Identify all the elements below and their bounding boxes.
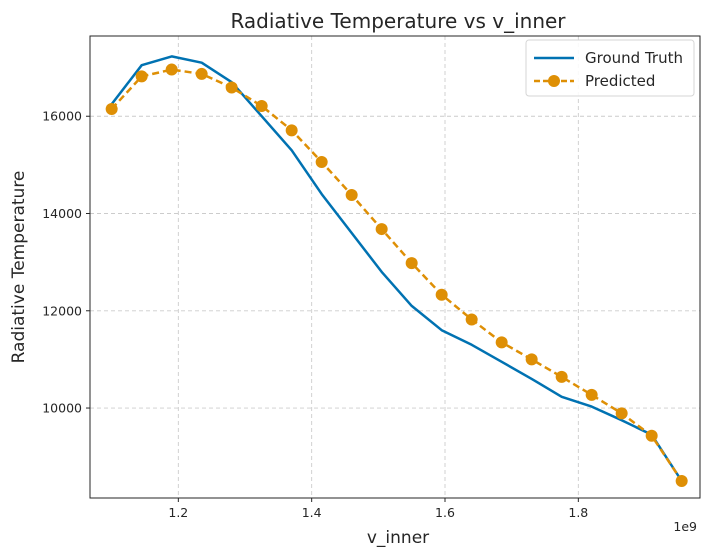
- data-point-predicted: [255, 100, 268, 113]
- grid-lines: [90, 36, 700, 498]
- y-tick-label: 14000: [42, 206, 82, 221]
- x-tick-label: 1.2: [168, 505, 188, 520]
- x-tick-label: 1.8: [568, 505, 588, 520]
- chart-title: Radiative Temperature vs v_inner: [230, 9, 566, 33]
- y-tick-label: 16000: [42, 109, 82, 124]
- data-point-predicted: [315, 155, 328, 168]
- y-tick-label: 10000: [42, 401, 82, 416]
- data-point-predicted: [405, 257, 418, 270]
- data-point-predicted: [585, 388, 598, 401]
- data-point-predicted: [555, 370, 568, 383]
- y-tick-label: 12000: [42, 303, 82, 318]
- data-point-predicted: [135, 70, 148, 83]
- data-point-predicted: [615, 407, 628, 420]
- data-point-predicted: [195, 67, 208, 80]
- data-point-predicted: [675, 474, 688, 487]
- legend-box: [525, 39, 695, 97]
- data-point-predicted: [105, 102, 118, 115]
- data-point-predicted: [465, 313, 478, 326]
- x-tick-label: 1.4: [302, 505, 322, 520]
- axis-ticks: 1.2 1.4 1.6 1.8 10000 12000 14000 16000: [42, 109, 588, 520]
- x-axis-label: v_inner: [367, 528, 429, 548]
- data-point-predicted: [495, 336, 508, 349]
- data-point-predicted: [285, 124, 298, 137]
- x-axis-offset-label: 1e9: [673, 519, 697, 534]
- legend: Ground Truth Predicted: [525, 39, 695, 97]
- data-point-predicted: [165, 63, 178, 76]
- legend-label-predicted: Predicted: [585, 72, 655, 90]
- x-tick-label: 1.6: [435, 505, 455, 520]
- legend-label-ground-truth: Ground Truth: [585, 49, 683, 67]
- data-point-predicted: [375, 223, 388, 236]
- legend-marker-predicted: [548, 75, 560, 87]
- data-point-predicted: [435, 288, 448, 301]
- series-line-predicted: [110, 68, 683, 482]
- data-point-predicted: [225, 81, 238, 94]
- plot-data: [105, 55, 688, 487]
- plot-area-frame: [89, 35, 701, 499]
- data-point-predicted: [345, 189, 358, 202]
- series-line-ground-truth: [110, 55, 683, 482]
- data-point-predicted: [525, 353, 538, 366]
- data-point-predicted: [645, 429, 658, 442]
- y-axis-label: Radiative Temperature: [9, 171, 29, 364]
